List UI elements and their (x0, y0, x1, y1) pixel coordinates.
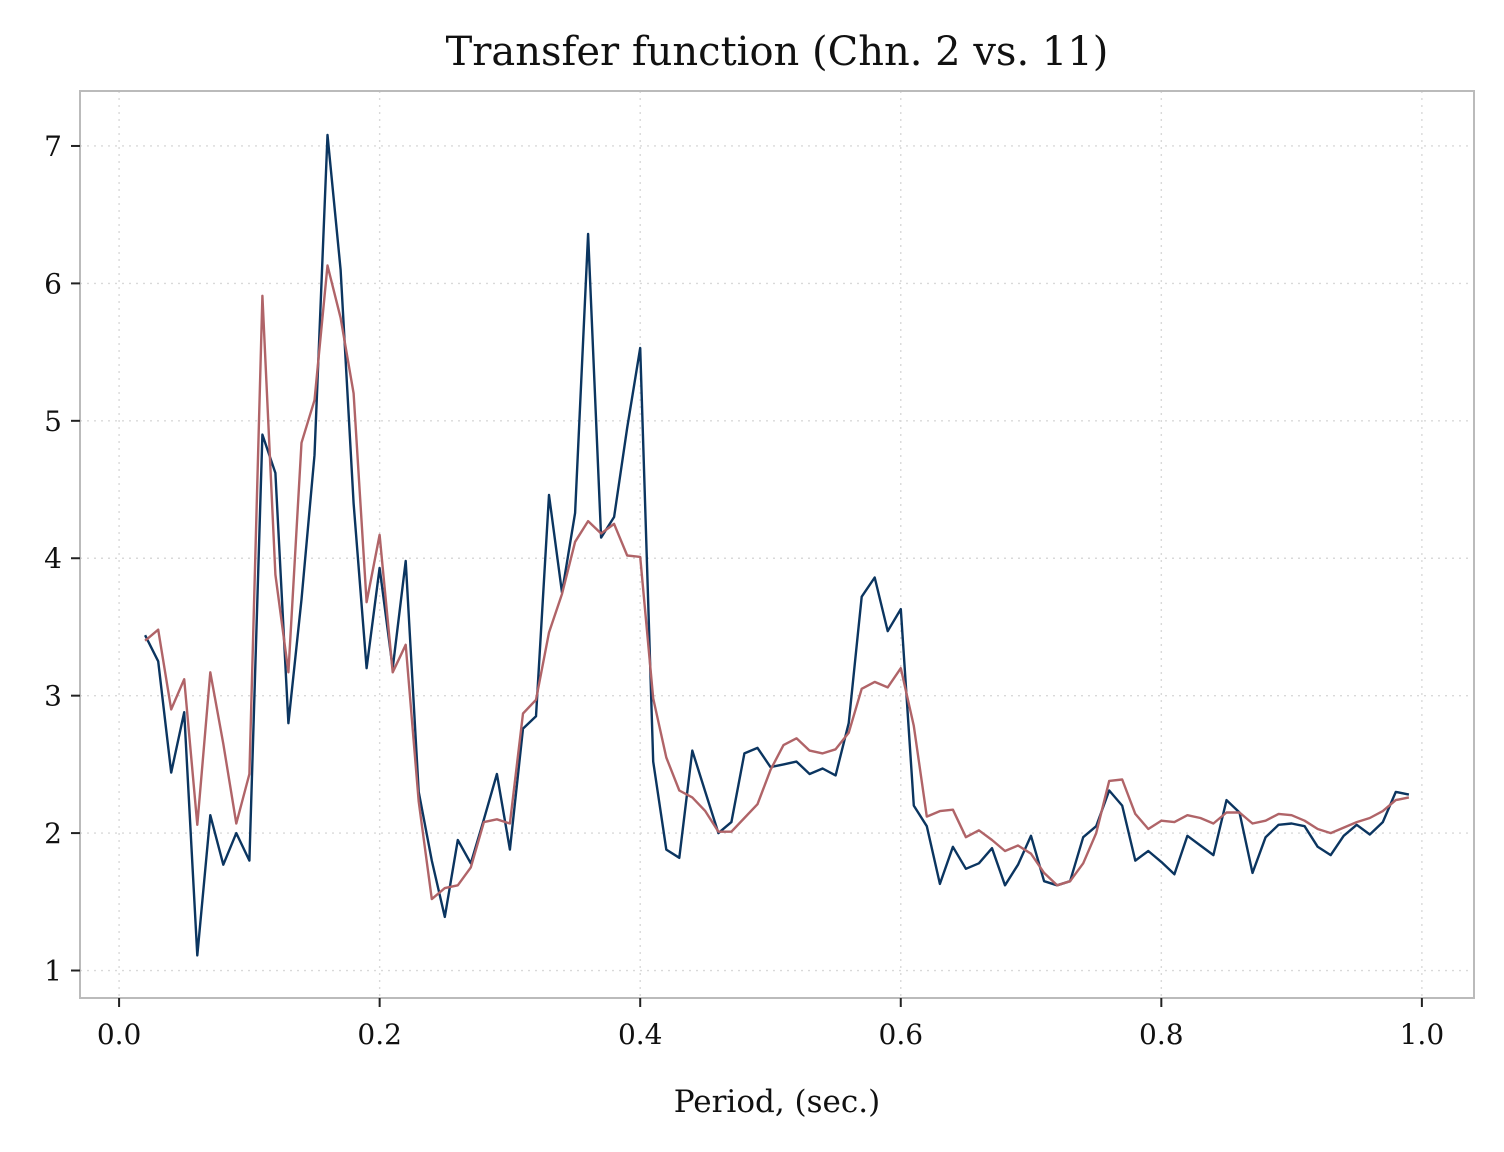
grid-lines (80, 91, 1474, 998)
y-tick-label: 7 (44, 130, 62, 163)
x-tick-label: 0.8 (1139, 1018, 1184, 1051)
plot-frame (79, 90, 1475, 999)
x-axis: 0.0 0.2 0.4 0.6 0.8 1.0 (97, 998, 1444, 1051)
y-tick-label: 6 (44, 267, 62, 300)
series-line-1 (144, 133, 1410, 957)
y-tick-label: 2 (44, 817, 62, 850)
chart-title: Transfer function (Chn. 2 vs. 11) (446, 29, 1109, 75)
y-tick-label: 3 (44, 680, 62, 713)
y-tick-label: 5 (44, 405, 62, 438)
x-tick-label: 0.4 (618, 1018, 663, 1051)
series-layer (144, 133, 1410, 957)
y-axis: 1 2 3 4 5 6 7 (44, 130, 80, 988)
y-tick-label: 4 (44, 542, 62, 575)
y-tick-label: 1 (44, 955, 62, 988)
x-tick-label: 1.0 (1400, 1018, 1445, 1051)
x-tick-label: 0.0 (97, 1018, 142, 1051)
x-tick-label: 0.6 (879, 1018, 924, 1051)
x-tick-label: 0.2 (357, 1018, 402, 1051)
series-line-2 (144, 264, 1410, 901)
x-axis-label: Period, (sec.) (674, 1084, 880, 1120)
